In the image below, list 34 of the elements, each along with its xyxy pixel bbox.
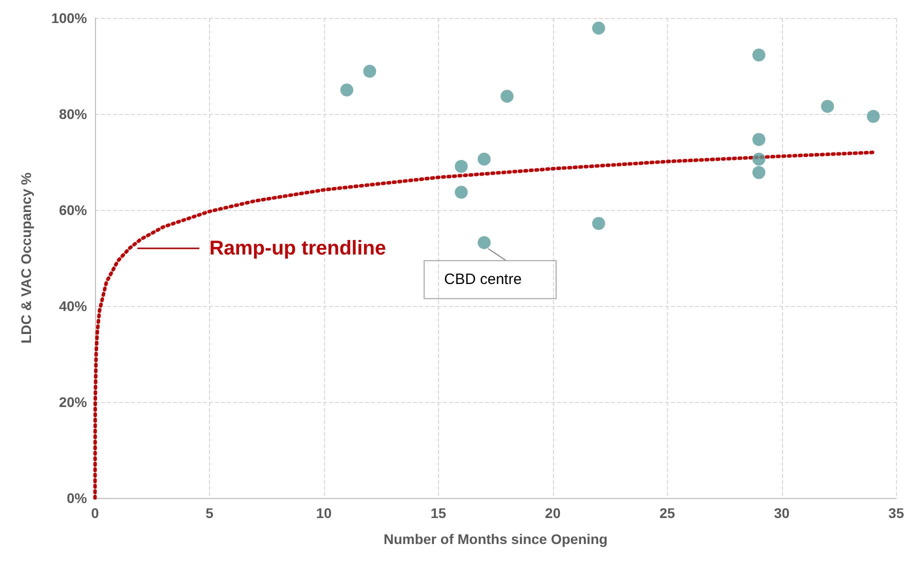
- point: [454, 186, 468, 199]
- point: [478, 152, 491, 166]
- y-tick-label: 20%: [58, 394, 88, 410]
- y-tick-label: 100%: [51, 10, 88, 26]
- point: [500, 90, 514, 103]
- point: [592, 22, 606, 35]
- y-tick-label: 0%: [66, 490, 88, 506]
- point: [454, 160, 468, 173]
- y-axis-title: LDC & VAC Occupancy %: [18, 172, 34, 344]
- point: [340, 84, 354, 96]
- point: [821, 100, 834, 113]
- point: [363, 64, 376, 78]
- x-tick-label: 25: [660, 505, 676, 521]
- x-tick-label: 10: [316, 505, 332, 521]
- point: [478, 236, 491, 250]
- point: [592, 216, 606, 230]
- y-tick-label: 80%: [58, 106, 88, 122]
- x-tick-label: 5: [206, 505, 214, 521]
- x-tick-label: 20: [545, 505, 561, 521]
- point: [752, 152, 766, 166]
- x-tick-label: 30: [774, 505, 790, 521]
- annotation: CBD centre: [444, 271, 522, 288]
- y-tick-label: 60%: [58, 202, 88, 218]
- point: [752, 48, 766, 62]
- x-tick-label: 0: [91, 505, 100, 521]
- y-tick-label: 40%: [58, 298, 88, 314]
- point: [866, 110, 880, 123]
- x-tick-label: 35: [888, 505, 904, 521]
- x-axis-title: Number of Months since Opening: [384, 531, 608, 547]
- point: [752, 166, 766, 180]
- legend-label: Ramp-up trendline: [209, 237, 386, 260]
- point: [752, 132, 766, 146]
- x-tick-label: 15: [430, 505, 446, 521]
- line-series: [93, 150, 876, 500]
